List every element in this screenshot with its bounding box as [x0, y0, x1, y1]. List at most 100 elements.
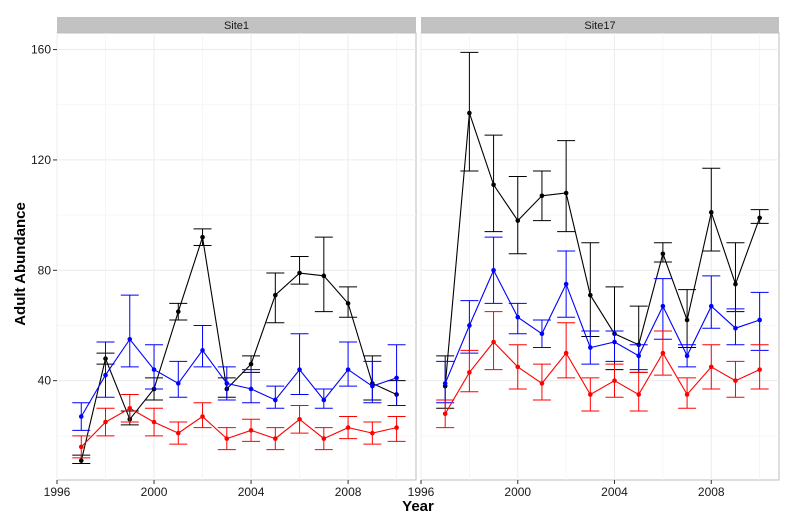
data-point: [151, 367, 157, 372]
data-point: [539, 193, 545, 199]
data-point: [127, 336, 133, 342]
series-line: [80, 338, 397, 417]
data-point: [321, 436, 327, 441]
data-point: [684, 317, 690, 323]
data-point: [539, 331, 545, 337]
data-point: [297, 367, 302, 372]
data-point: [78, 444, 84, 450]
data-point: [708, 303, 714, 309]
data-point: [467, 323, 472, 328]
data-point: [515, 218, 521, 223]
data-point: [563, 190, 569, 196]
data-point: [660, 350, 666, 356]
data-point: [78, 414, 84, 419]
data-point: [127, 405, 133, 411]
data-point: [563, 350, 569, 356]
panel-background: [420, 32, 780, 481]
data-point: [273, 397, 278, 403]
data-point: [394, 425, 399, 430]
data-point: [175, 309, 181, 314]
data-point: [175, 430, 181, 436]
data-point: [515, 364, 521, 370]
y-tick-label: 120: [31, 153, 51, 167]
data-point: [612, 339, 617, 345]
data-point: [588, 392, 593, 397]
data-point: [515, 314, 521, 320]
data-point: [273, 292, 278, 298]
data-point: [273, 436, 278, 441]
y-axis-title: Adult Abundance: [12, 202, 29, 326]
data-point: [588, 292, 593, 298]
series-3: [72, 393, 406, 459]
data-point: [321, 273, 327, 279]
data-point: [757, 215, 762, 221]
data-point: [200, 234, 205, 240]
data-point: [563, 281, 569, 287]
facet-panel-1: Site1 1996 2000 2004 2008 40 80 120 160: [31, 17, 417, 499]
data-point: [321, 397, 327, 403]
x-tick-label: 2008: [698, 485, 725, 499]
data-point: [248, 386, 254, 392]
data-point: [660, 251, 666, 257]
data-point: [103, 419, 108, 425]
data-point: [345, 367, 351, 372]
data-point: [297, 416, 302, 422]
series-2: [72, 294, 406, 431]
data-point: [151, 419, 157, 425]
data-point: [733, 378, 738, 383]
data-point: [636, 353, 642, 359]
x-tick-label: 1996: [44, 485, 71, 499]
x-tick-label: 1996: [408, 485, 435, 499]
data-point: [103, 372, 108, 378]
data-point: [370, 430, 375, 436]
data-point: [491, 267, 496, 273]
data-point: [224, 381, 230, 386]
series-line: [444, 269, 760, 384]
data-point: [636, 392, 642, 397]
series-line: [444, 341, 760, 415]
data-point: [612, 378, 617, 383]
series-1: [72, 228, 406, 464]
data-point: [660, 303, 666, 309]
data-point: [708, 210, 714, 215]
data-point: [224, 436, 230, 441]
data-point: [588, 345, 593, 350]
x-axis-title: Year: [402, 498, 434, 515]
facet-strip: [421, 17, 779, 33]
x-tick-label: 2004: [238, 485, 265, 499]
x-tick-label: 2008: [335, 485, 362, 499]
data-point: [200, 414, 205, 419]
y-tick-label: 80: [38, 263, 52, 277]
data-point: [78, 458, 84, 463]
data-point: [394, 375, 399, 381]
series-line: [80, 237, 397, 461]
data-point: [370, 383, 375, 389]
data-point: [491, 182, 496, 188]
x-tick-label: 2000: [141, 485, 168, 499]
series-line: [444, 112, 761, 387]
data-point: [733, 325, 738, 331]
facet-strip-label: Site17: [584, 20, 615, 32]
data-point: [345, 425, 351, 430]
y-tick-label: 40: [38, 374, 52, 388]
data-point: [467, 110, 472, 116]
data-point: [442, 411, 448, 417]
data-point: [539, 381, 545, 386]
series-1: [436, 51, 769, 409]
data-point: [684, 353, 690, 359]
panel-background: [56, 32, 417, 481]
series-2: [436, 236, 769, 404]
data-point: [345, 301, 351, 306]
x-tick-label: 2004: [601, 485, 628, 499]
data-point: [491, 339, 496, 345]
data-point: [248, 361, 254, 367]
data-point: [757, 317, 762, 323]
data-point: [297, 270, 302, 276]
y-tick-label: 160: [31, 43, 51, 57]
data-point: [200, 348, 205, 353]
data-point: [733, 281, 738, 287]
data-point: [708, 364, 714, 370]
data-point: [442, 381, 448, 386]
facet-strip: [57, 17, 416, 33]
